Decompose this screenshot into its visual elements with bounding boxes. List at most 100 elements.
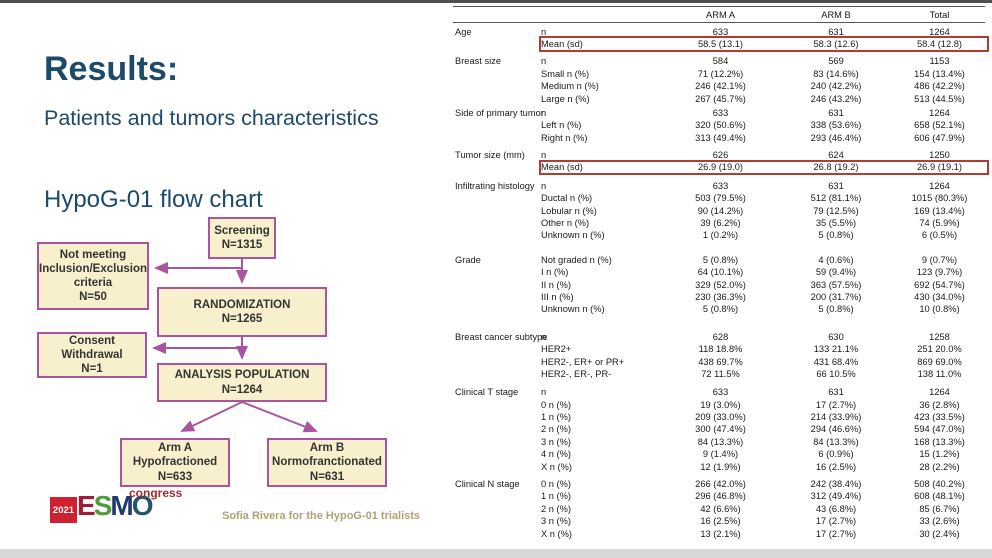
value-cell: 630 [828,331,844,342]
value-cell: 246 (42.1%) [695,81,746,92]
value-cell: 313 (49.4%) [695,132,746,143]
value-cell: 209 (33.0%) [695,412,746,423]
label-cell: Large n (%) [541,93,590,104]
label-cell: Ductal n (%) [541,193,593,204]
table-section: Side of primary tumor n 633 631 1264 Left n (… [453,107,985,144]
table-section: Clinical T stage n 633 631 1264 0 n (%) 19 (3.… [453,387,985,474]
value-cell: 508 (40.2%) [914,479,965,490]
value-cell: 300 (47.4%) [695,424,746,435]
table-row: 1 n (%) 296 (46.8%) 312 (49.4%) 608 (48.1%) [453,491,985,503]
value-cell: 230 (36.3%) [695,291,746,302]
value-cell: 594 (47.0%) [914,424,965,435]
logo-year-badge: 2021 [50,497,77,523]
value-cell: 608 (48.1%) [914,491,965,502]
value-cell: 512 (81.1%) [810,193,862,204]
value-cell: 42 (6.6%) [700,503,741,514]
value-cell: 26.9 (19.0) [698,162,743,173]
value-cell: 168 (13.3%) [914,436,965,447]
esmo-congress-logo: 2021 ESMO congress [50,486,210,533]
value-cell: 90 (14.2%) [697,205,744,216]
table-section: Clinical N stage 0 n (%) 266 (42.0%) 242 (3… [453,479,985,541]
value-cell: 58.5 (13.1) [698,38,743,49]
table-row: HER2+ 118 18.8% 133 21.1% 251 20.0% [453,344,985,356]
table-row: X n (%) 12 (1.9%) 16 (2.5%) 28 (2.2%) [453,461,985,473]
table-section: Breast size n 584 569 1153 Small n (%) 71 (12.… [453,56,985,106]
label-cell: 3 n (%) [541,436,571,447]
value-cell: 431 68.4% [813,356,859,367]
value-cell: 631 [828,26,844,37]
value-cell: 633 [712,107,729,118]
value-cell: 1 (0.2%) [702,230,739,241]
value-cell: 17 (2.7%) [815,399,857,410]
value-cell: 36 (2.8%) [919,399,960,410]
table-row: I n (%) 64 (10.1%) 59 (9.4%) 123 (9.7%) [453,267,985,279]
value-cell: 84 (13.3%) [697,436,744,447]
table-row: HER2-, ER-, PR- 72 11.5% 66 10.5% 138 11.0% [453,368,985,380]
table-row: Right n (%) 313 (49.4%) 293 (46.4%) 606 (47… [453,132,985,144]
value-cell: 83 (14.6%) [813,68,859,79]
presenter-attribution: Sofia Rivera for the HypoG-01 trialists [222,510,421,522]
value-cell: 338 (53.6%) [810,120,862,131]
table-section: Age n 633 631 1264 Mean (sd) 58.5 (13.1) 58.3 (… [453,26,989,52]
value-cell: 296 (46.8%) [695,491,746,502]
value-cell: 58.4 (12.8) [917,38,962,49]
value-cell: 16 (2.5%) [815,461,857,472]
value-cell: 1015 (80.3%) [911,193,968,204]
flow-node-screening: Screening N=1315 [208,217,276,259]
table-section: Tumor size (mm) n 626 624 1250 Mean (sd) 26.9 … [453,150,989,176]
table-row: Breast cancer subtype n 628 630 1258 [453,331,985,343]
value-cell: 30 (2.4%) [919,528,960,539]
value-cell: 294 (46.6%) [810,424,862,435]
category-cell: Tumor size (mm) [455,150,525,161]
value-cell: 658 (52.1%) [914,120,965,131]
value-cell: 503 (79.5%) [695,193,746,204]
value-cell: 626 [712,150,729,161]
table-body: Age n 633 631 1264 Mean (sd) 58.5 (13.1) 58.3 (… [453,26,989,541]
value-cell: 584 [712,56,729,67]
flow-node-randomization: RANDOMIZATION N=1265 [157,287,327,337]
value-cell: 133 21.1% [813,344,859,355]
value-cell: 79 (12.5%) [813,205,859,216]
label-cell: Left n (%) [541,120,582,131]
table-row: 4 n (%) 9 (1.4%) 6 (0.9%) 15 (1.2%) [453,449,985,461]
value-cell: 266 (42.0%) [695,479,746,490]
value-cell: 118 18.8% [698,344,743,355]
category-cell: Clinical N stage [455,479,520,490]
column-header-total: Total [929,9,950,20]
label-cell: Small n (%) [541,68,590,79]
table-row: 2 n (%) 42 (6.6%) 43 (6.8%) 85 (6.7%) [453,503,985,515]
value-cell: 9 (0.7%) [921,254,958,265]
characteristics-table: ARM A ARM B Total Age n 633 631 1264 Mean (sd… [453,6,989,541]
label-cell: X n (%) [541,461,572,472]
label-cell: Not graded n (%) [541,254,612,265]
value-cell: 633 [712,180,729,191]
value-cell: 631 [828,107,844,118]
label-cell: HER2+ [541,344,572,355]
value-cell: 1258 [929,331,950,342]
label-cell: 4 n (%) [541,449,571,460]
label-cell: n [541,150,547,161]
value-cell: 633 [712,26,729,37]
table-section: Grade Not graded n (%) 5 (0.8%) 4 (0.6%) 9 (… [453,254,985,316]
value-cell: 13 (2.1%) [700,528,741,539]
table-row: Grade Not graded n (%) 5 (0.8%) 4 (0.6%) 9 (… [453,254,985,266]
value-cell: 1264 [929,107,950,118]
category-cell: Grade [455,254,481,265]
value-cell: 35 (5.5%) [815,218,857,229]
label-cell: n [541,26,547,37]
category-cell: Breast cancer subtype [455,331,548,342]
label-cell: HER2-, ER+ or PR+ [541,356,625,367]
table-row: III n (%) 230 (36.3%) 200 (31.7%) 430 (34.0… [453,291,985,303]
value-cell: 363 (57.5%) [810,279,862,290]
value-cell: 5 (0.8%) [818,230,854,241]
label-cell: 2 n (%) [541,424,571,435]
table-row: Large n (%) 267 (45.7%) 246 (43.2%) 513 (44… [453,93,985,105]
value-cell: 16 (2.5%) [700,516,741,527]
label-cell: Lobular n (%) [541,205,597,216]
value-cell: 628 [712,331,729,342]
esmo-wordmark: ESMO [77,492,153,520]
congress-label: congress [129,486,183,500]
value-cell: 329 (52.0%) [695,279,746,290]
table-row: Breast size n 584 569 1153 [453,56,985,68]
